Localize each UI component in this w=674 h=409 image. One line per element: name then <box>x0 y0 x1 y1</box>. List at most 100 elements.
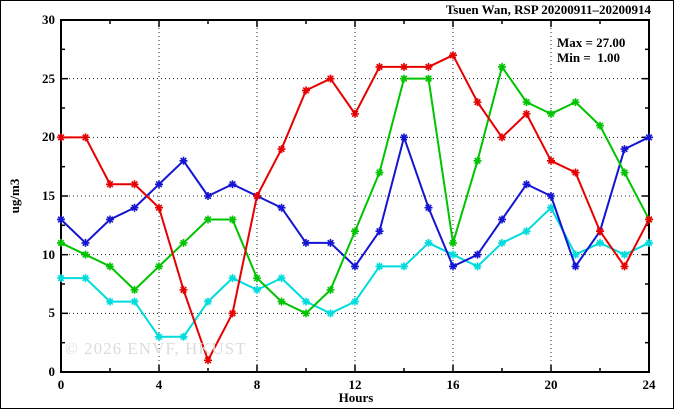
series-red-marker <box>351 109 359 118</box>
series-cyan-marker <box>449 250 457 259</box>
series-blue-marker <box>473 250 482 259</box>
series-green-marker <box>302 309 310 318</box>
series-red-marker <box>522 109 531 118</box>
series-red-marker <box>620 262 629 271</box>
series-cyan-marker <box>277 274 286 283</box>
series-red-marker <box>228 309 237 318</box>
series-cyan-marker <box>57 274 65 283</box>
series-red-marker <box>547 156 555 165</box>
series-blue-marker <box>326 238 335 247</box>
y-tick-label: 10 <box>42 246 55 262</box>
y-tick-label: 25 <box>42 70 55 86</box>
series-red-marker <box>498 133 506 142</box>
x-tick-label: 12 <box>348 377 362 392</box>
series-green-marker <box>106 262 114 271</box>
series-green-marker <box>400 74 408 83</box>
series-cyan-marker <box>326 309 335 318</box>
series-green-marker <box>228 215 237 224</box>
series-blue-marker <box>155 180 163 189</box>
series-green-marker <box>57 238 65 247</box>
series-blue-marker <box>106 215 114 224</box>
series-green-marker <box>277 297 286 306</box>
series-blue-marker <box>302 238 310 247</box>
series-cyan-marker <box>253 285 261 294</box>
series-cyan-marker <box>106 297 114 306</box>
series-cyan-marker <box>400 262 408 271</box>
series-cyan-marker <box>498 238 506 247</box>
series-blue-marker <box>179 156 188 165</box>
series-blue-marker <box>547 192 555 200</box>
series-green-marker <box>547 109 555 118</box>
series-green-marker <box>179 238 188 247</box>
series-cyan-marker <box>547 203 555 212</box>
series-cyan-marker <box>155 332 163 341</box>
series-cyan-marker <box>130 297 139 306</box>
series-blue-marker <box>424 203 433 212</box>
series-green-marker <box>351 227 359 236</box>
series-green-marker <box>449 238 457 247</box>
watermark: © 2026 ENVF, HKUST <box>65 339 247 358</box>
series-blue-marker <box>351 262 359 271</box>
series-blue-marker <box>620 145 629 154</box>
y-tick-label: 0 <box>48 364 56 379</box>
series-red-marker <box>81 133 90 142</box>
series-red-marker <box>155 203 163 212</box>
series-blue-marker <box>277 203 286 212</box>
series-red-marker <box>596 227 604 236</box>
series-cyan-marker <box>375 262 384 271</box>
series-green-marker <box>571 98 580 107</box>
series-red-marker <box>204 356 212 365</box>
series-cyan-marker <box>473 262 482 271</box>
series-blue-marker <box>449 262 457 271</box>
series-cyan-marker <box>228 274 237 283</box>
series-blue-marker <box>498 215 506 224</box>
series-green-marker <box>375 168 384 177</box>
x-tick-label: 4 <box>155 377 163 392</box>
series-blue-marker <box>400 133 408 142</box>
series-green-marker <box>326 285 335 294</box>
series-red-marker <box>571 168 580 177</box>
series-cyan-marker <box>620 250 629 259</box>
y-tick-label: 30 <box>42 12 55 27</box>
x-tick-label: 24 <box>642 377 656 392</box>
series-cyan-marker <box>81 274 90 283</box>
stats-box: Max = 27.00 Min = 1.00 <box>557 35 625 65</box>
series-red-marker <box>253 192 261 200</box>
series-green-marker <box>620 168 629 177</box>
series-green-marker <box>522 98 531 107</box>
series-blue-marker <box>522 180 531 189</box>
series-cyan-marker <box>351 297 359 306</box>
series-red-marker <box>424 62 433 71</box>
series-blue-marker <box>645 133 653 142</box>
series-red-marker <box>375 62 384 71</box>
y-tick-label: 20 <box>42 129 55 145</box>
series-blue-marker <box>228 180 237 189</box>
x-tick-label: 20 <box>544 377 558 392</box>
x-tick-label: 16 <box>446 377 460 392</box>
series-red-marker <box>645 215 653 224</box>
series-green-marker <box>204 215 212 224</box>
series-cyan-marker <box>424 238 433 247</box>
x-axis-title: Hours <box>338 390 374 405</box>
series-green-marker <box>473 156 482 165</box>
series-green-marker <box>130 285 139 294</box>
series-red-marker <box>277 145 286 154</box>
series-cyan-marker <box>179 332 188 341</box>
series-green-marker <box>424 74 433 83</box>
max-value-label: Max = 27.00 <box>557 35 626 50</box>
series-blue-marker <box>571 262 580 271</box>
series-blue-marker <box>204 192 212 200</box>
series-red-marker <box>57 133 65 142</box>
series-blue-marker <box>130 203 139 212</box>
min-value-label: Min = 1.00 <box>557 50 621 65</box>
series-red-marker <box>179 285 188 294</box>
series-cyan-marker <box>302 297 310 306</box>
series-green-marker <box>253 274 261 283</box>
series-cyan-marker <box>645 238 653 247</box>
series-blue-marker <box>57 215 65 224</box>
series-red-marker <box>302 86 310 95</box>
series-cyan-marker <box>596 238 604 247</box>
series-red-marker <box>473 98 482 107</box>
